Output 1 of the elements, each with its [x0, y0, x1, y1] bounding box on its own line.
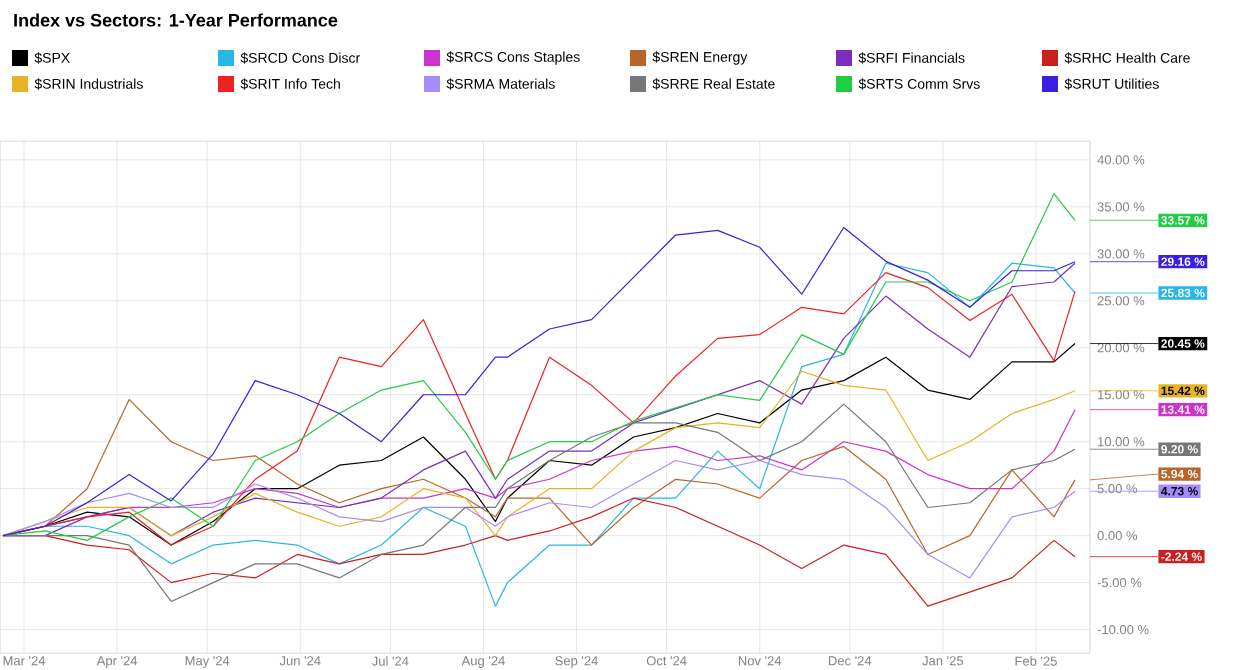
chart-title: Index vs Sectors: 1-Year Performance [14, 13, 338, 27]
